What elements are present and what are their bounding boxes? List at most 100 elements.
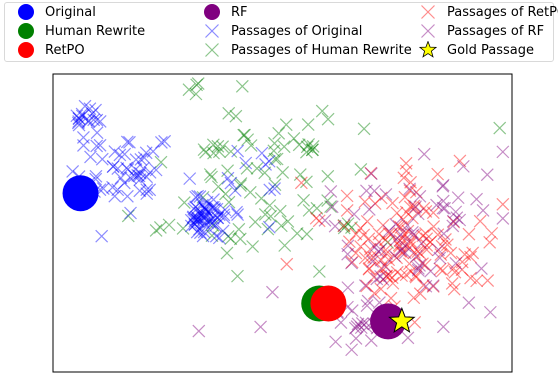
passages-of-original-marker: [117, 176, 131, 190]
legend-label: RF: [231, 4, 248, 20]
passages-of-human-rewrite-marker: [299, 145, 313, 159]
passages-of-original-marker: [196, 214, 210, 228]
passages-of-human-rewrite-marker: [149, 223, 163, 237]
passages-of-rf-marker: [359, 316, 373, 330]
passages-of-retpo-marker: [379, 243, 393, 257]
passages-of-original-marker: [87, 113, 101, 127]
passages-of-retpo-marker: [403, 241, 417, 255]
passages-of-original-marker: [140, 170, 153, 184]
passages-of-original-marker: [90, 139, 104, 153]
passages-of-original-marker: [127, 169, 141, 183]
passages-of-original-marker: [204, 212, 218, 226]
legend-item-passages-of-original: Passages of Original: [199, 22, 362, 40]
passages-of-human-rewrite-marker: [273, 204, 287, 218]
passages-of-human-rewrite-marker: [254, 192, 268, 205]
passages-of-original-marker: [136, 161, 150, 175]
passages-of-original-marker: [72, 111, 86, 125]
passages-of-human-rewrite-marker: [301, 118, 315, 132]
passages-of-rf-marker: [496, 145, 510, 159]
passages-of-human-rewrite-marker: [279, 118, 293, 132]
passages-of-human-rewrite-marker: [267, 144, 281, 158]
passages-of-original-marker: [149, 163, 163, 177]
passages-of-retpo-marker: [393, 244, 407, 258]
passages-of-human-rewrite-marker: [176, 222, 190, 235]
passages-of-rf-marker: [436, 194, 450, 208]
passages-of-original-marker: [133, 184, 147, 198]
passages-of-rf-marker: [398, 246, 412, 260]
passages-of-human-rewrite-marker: [237, 128, 251, 142]
passages-of-retpo-marker: [358, 195, 372, 209]
passages-of-rf-marker: [436, 201, 450, 215]
passages-of-rf-marker: [419, 279, 433, 293]
passages-of-original-marker: [212, 208, 226, 222]
passages-of-original-marker: [129, 163, 143, 176]
passages-of-retpo-marker: [407, 199, 421, 213]
legend-x-glyph: [205, 43, 219, 57]
passages-of-retpo-marker: [434, 248, 448, 261]
passages-of-retpo-marker: [470, 274, 484, 288]
passages-of-human-rewrite-marker: [238, 128, 251, 142]
passages-of-retpo-marker: [380, 247, 393, 260]
passages-of-retpo-marker: [358, 251, 372, 265]
passages-of-retpo-marker: [374, 282, 388, 296]
passages-of-original-marker: [201, 205, 215, 219]
passages-of-human-rewrite-marker: [246, 240, 260, 253]
passages-of-retpo-marker: [416, 229, 430, 243]
passages-of-retpo-marker: [417, 201, 431, 215]
passages-of-retpo-marker: [280, 257, 294, 271]
passages-of-human-rewrite-marker: [354, 163, 368, 176]
passages-of-rf-marker: [341, 239, 355, 253]
passages-of-human-rewrite-marker: [232, 222, 246, 236]
passages-of-original-marker: [190, 213, 204, 227]
passages-of-original-marker: [200, 195, 214, 209]
passages-of-original-marker: [189, 190, 203, 204]
passages-of-original-marker: [77, 139, 90, 152]
passages-of-human-rewrite-marker: [276, 165, 290, 179]
passages-of-human-rewrite-marker: [277, 140, 291, 154]
passages-of-original-marker: [196, 229, 210, 243]
passages-of-rf-marker: [401, 331, 415, 345]
passages-of-human-rewrite-marker: [212, 145, 226, 159]
passages-of-original-marker: [106, 160, 120, 173]
passages-of-original-marker: [111, 183, 125, 197]
passages-of-original-marker: [89, 103, 102, 117]
passages-of-retpo-marker: [386, 196, 399, 210]
legend-label: RetPO: [45, 42, 85, 58]
legend-item-gold-passage: Gold Passage: [415, 41, 534, 59]
passages-of-original-marker: [193, 206, 207, 220]
passages-of-retpo-marker: [357, 228, 371, 242]
passages-of-rf-marker: [374, 269, 387, 283]
passages-of-rf-marker: [398, 239, 412, 252]
passages-of-rf-marker: [394, 243, 408, 257]
passages-of-original-marker: [140, 187, 154, 201]
plot-frame: [52, 73, 513, 373]
passages-of-original-marker: [190, 225, 204, 239]
passages-of-original-marker: [106, 160, 120, 174]
passages-of-human-rewrite-marker: [290, 227, 304, 240]
passages-of-original-marker: [134, 153, 148, 166]
passages-of-original-marker: [70, 109, 84, 123]
passages-of-retpo-marker: [382, 227, 396, 240]
passages-of-retpo-marker: [393, 240, 407, 253]
passages-of-rf-marker: [394, 228, 408, 241]
passages-of-retpo-marker: [444, 246, 458, 260]
passages-of-rf-marker: [496, 211, 510, 225]
passages-of-original-marker: [197, 211, 211, 225]
passages-of-original-marker: [188, 214, 202, 228]
passages-of-original-marker: [188, 218, 202, 232]
passages-of-retpo-marker: [423, 235, 437, 249]
passages-of-original-marker: [262, 220, 276, 234]
legend-marker-passages-of-retpo: [421, 5, 435, 19]
passages-of-retpo-marker: [464, 271, 477, 285]
legend-marker-original: [18, 4, 34, 20]
passages-of-human-rewrite-marker: [321, 169, 335, 183]
passages-of-original-marker: [199, 203, 213, 216]
passages-of-rf-marker: [388, 249, 401, 263]
passages-of-human-rewrite-marker: [302, 203, 316, 217]
passages-of-rf-marker: [366, 255, 380, 268]
passages-of-human-rewrite-marker: [206, 138, 220, 152]
passages-of-human-rewrite-marker: [241, 133, 255, 147]
passages-of-rf-marker: [341, 247, 355, 261]
passages-of-retpo-marker: [390, 265, 404, 279]
passages-of-original-marker: [121, 162, 135, 176]
